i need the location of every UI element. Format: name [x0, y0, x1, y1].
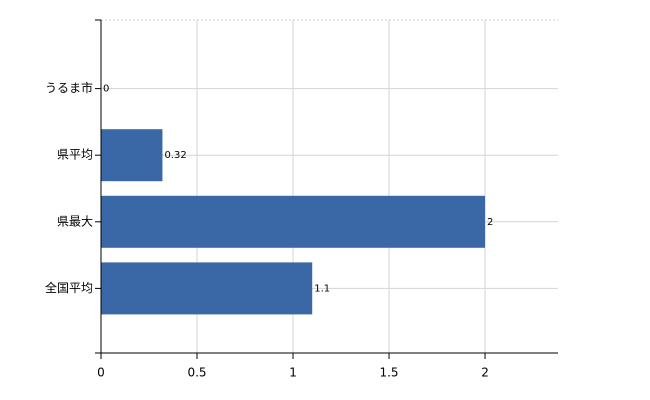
x-tick-label: 2 [481, 366, 489, 380]
bar [101, 195, 486, 248]
bar [101, 129, 163, 182]
y-tick-label: うるま市 [45, 80, 93, 95]
value-label: 1.1 [314, 283, 330, 294]
x-tick-label: 0 [97, 366, 105, 380]
y-tick-label: 県最大 [57, 214, 93, 228]
value-label: 2 [487, 217, 493, 228]
value-label: 0.32 [164, 150, 186, 161]
x-tick-label: 0.5 [187, 366, 206, 380]
x-tick-label: 1.5 [379, 366, 398, 380]
x-tick-label: 1 [289, 366, 297, 380]
value-label: 0 [103, 84, 109, 95]
y-tick-label: 全国平均 [45, 280, 93, 295]
y-tick-label: 県平均 [57, 148, 93, 162]
bar [101, 262, 313, 315]
